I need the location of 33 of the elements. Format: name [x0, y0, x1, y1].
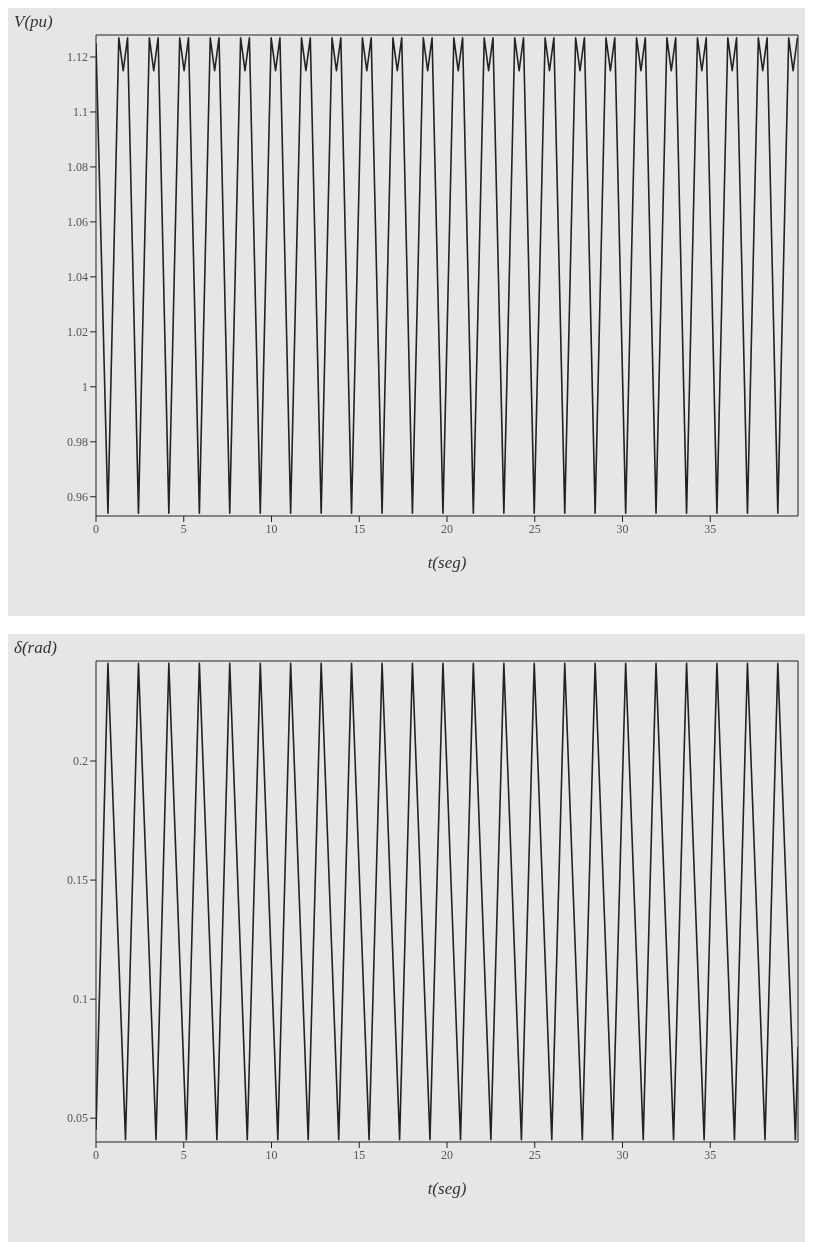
y-tick-label: 0.05 — [67, 1111, 88, 1126]
x-tick-label: 5 — [180, 521, 187, 536]
x-tick-label: 10 — [265, 521, 278, 536]
y-axis-title: V(pu) — [14, 12, 53, 32]
y-tick-label: 1.06 — [67, 215, 88, 230]
y-tick-label: 0.1 — [73, 992, 88, 1007]
x-tick-label: 25 — [528, 1147, 541, 1162]
y-tick-label: 0.96 — [67, 490, 88, 505]
x-tick-label: 20 — [441, 1147, 453, 1162]
x-tick-label: 20 — [441, 521, 453, 536]
y-tick-label: 1.02 — [67, 325, 88, 340]
x-tick-label: 0 — [93, 1147, 99, 1162]
y-tick-label: 1.12 — [67, 50, 88, 65]
x-axis-title: t(seg) — [427, 553, 467, 572]
x-tick-label: 30 — [616, 1147, 629, 1162]
y-tick-label: 0.98 — [67, 435, 88, 450]
x-tick-label: 15 — [353, 521, 366, 536]
y-tick-label: 1.1 — [73, 105, 88, 120]
x-tick-label: 30 — [616, 521, 629, 536]
y-tick-label: 1.04 — [67, 270, 88, 285]
y-tick-label: 1.08 — [67, 160, 88, 175]
x-tick-label: 15 — [353, 1147, 366, 1162]
y-tick-label: 0.2 — [73, 754, 88, 769]
y-tick-label: 1 — [82, 380, 88, 395]
x-tick-label: 10 — [265, 1147, 278, 1162]
x-axis-title: t(seg) — [427, 1179, 467, 1198]
x-tick-label: 25 — [528, 521, 541, 536]
x-tick-label: 35 — [704, 1147, 717, 1162]
x-tick-label: 0 — [93, 521, 99, 536]
y-tick-label: 0.15 — [67, 873, 88, 888]
y-axis-title: δ(rad) — [14, 638, 57, 658]
x-tick-label: 5 — [180, 1147, 187, 1162]
x-tick-label: 35 — [704, 521, 717, 536]
